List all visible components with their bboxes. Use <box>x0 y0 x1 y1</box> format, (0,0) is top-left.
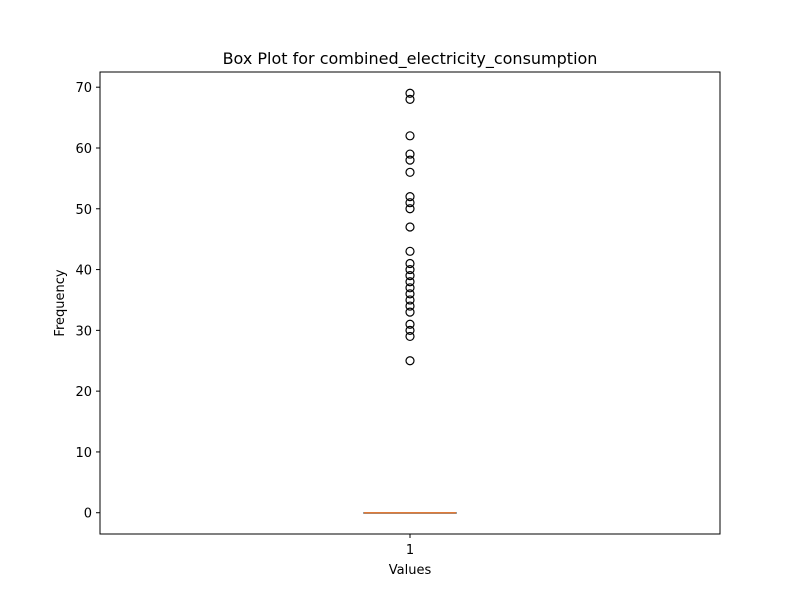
y-tick-label: 40 <box>75 264 92 279</box>
y-tick-label: 10 <box>75 446 92 461</box>
outlier-series <box>405 88 415 366</box>
outlier-point <box>405 204 415 214</box>
y-tick-label: 70 <box>75 81 92 96</box>
outlier-point <box>405 307 415 317</box>
outlier-point <box>405 289 415 299</box>
outlier-point <box>405 246 415 256</box>
outlier-point <box>405 198 415 208</box>
outlier-point <box>405 356 415 366</box>
x-axis-label: Values <box>389 563 432 578</box>
outlier-point <box>405 167 415 177</box>
y-tick-label: 60 <box>75 142 92 157</box>
box-series <box>363 511 457 514</box>
y-tick-label: 20 <box>75 385 92 400</box>
outlier-point <box>405 295 415 305</box>
outlier-point <box>405 88 415 98</box>
outlier-point <box>405 283 415 293</box>
outlier-point <box>405 277 415 287</box>
y-tick-label: 50 <box>75 203 92 218</box>
outlier-point <box>405 222 415 232</box>
x-tick-label: 1 <box>406 543 414 558</box>
outlier-point <box>405 192 415 202</box>
y-axis-label: Frequency <box>53 269 68 336</box>
outlier-point <box>405 131 415 141</box>
outlier-point <box>405 319 415 329</box>
outlier-point <box>405 325 415 335</box>
outlier-point <box>405 258 415 269</box>
outlier-point <box>405 155 415 165</box>
plot-frame <box>99 71 721 535</box>
outlier-point <box>405 301 415 311</box>
outlier-point <box>405 331 415 342</box>
y-tick-label: 0 <box>84 507 92 522</box>
outlier-point <box>405 94 415 104</box>
outlier-point <box>405 149 415 159</box>
outlier-point <box>405 271 415 281</box>
x-axis: 1 <box>406 534 414 558</box>
y-axis: 0 10 20 30 40 50 60 70 <box>75 81 100 522</box>
outlier-point <box>405 264 415 275</box>
chart-title: Box Plot for combined_electricity_consum… <box>223 49 598 69</box>
y-tick-label: 30 <box>75 324 92 339</box>
